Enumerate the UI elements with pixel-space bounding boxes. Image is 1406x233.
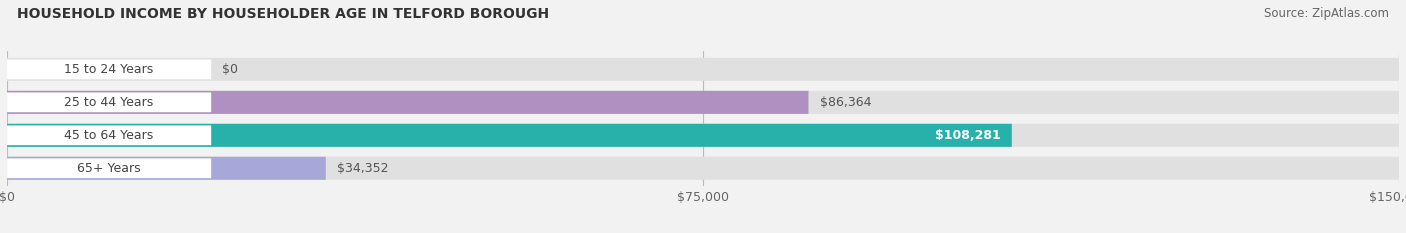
FancyBboxPatch shape <box>7 125 211 145</box>
Text: 25 to 44 Years: 25 to 44 Years <box>65 96 153 109</box>
Text: $0: $0 <box>222 63 238 76</box>
FancyBboxPatch shape <box>7 58 1399 81</box>
FancyBboxPatch shape <box>7 157 1399 180</box>
FancyBboxPatch shape <box>7 124 1399 147</box>
FancyBboxPatch shape <box>7 91 1399 114</box>
Text: 65+ Years: 65+ Years <box>77 162 141 175</box>
FancyBboxPatch shape <box>7 91 808 114</box>
FancyBboxPatch shape <box>7 157 326 180</box>
Text: $34,352: $34,352 <box>337 162 388 175</box>
Text: Source: ZipAtlas.com: Source: ZipAtlas.com <box>1264 7 1389 20</box>
FancyBboxPatch shape <box>7 158 211 178</box>
Text: 45 to 64 Years: 45 to 64 Years <box>65 129 153 142</box>
FancyBboxPatch shape <box>7 59 211 79</box>
Text: 15 to 24 Years: 15 to 24 Years <box>65 63 153 76</box>
FancyBboxPatch shape <box>7 124 1012 147</box>
FancyBboxPatch shape <box>7 93 211 112</box>
Text: HOUSEHOLD INCOME BY HOUSEHOLDER AGE IN TELFORD BOROUGH: HOUSEHOLD INCOME BY HOUSEHOLDER AGE IN T… <box>17 7 548 21</box>
Text: $86,364: $86,364 <box>820 96 872 109</box>
Text: $108,281: $108,281 <box>935 129 1001 142</box>
